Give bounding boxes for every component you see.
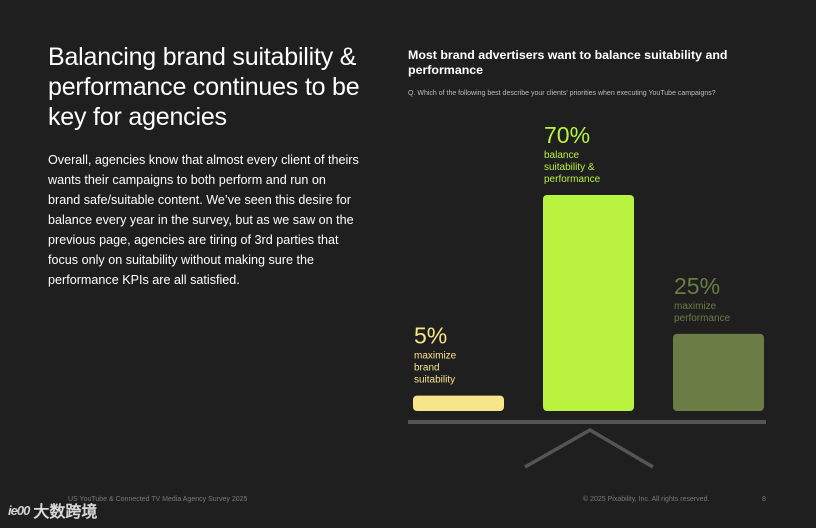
footer-page-number: 8 bbox=[762, 496, 766, 503]
value-label-3: 25% bbox=[674, 273, 720, 299]
category-label-1-line-2: brand bbox=[414, 363, 440, 374]
body-paragraph: Overall, agencies know that almost every… bbox=[48, 153, 359, 287]
watermark-mark: ie00 bbox=[8, 502, 30, 518]
category-label-2-line-2: suitability & bbox=[544, 162, 595, 173]
scale-stand bbox=[524, 428, 654, 469]
category-label-2-line-3: performance bbox=[544, 174, 601, 185]
category-label-3-line-1: maximize bbox=[674, 301, 717, 312]
category-label-3-line-2: performance bbox=[674, 313, 731, 324]
value-label-1: 5% bbox=[414, 323, 447, 349]
category-label-2-line-1: balance bbox=[544, 150, 579, 161]
labels-group: 5%maximizebrandsuitability70%balancesuit… bbox=[414, 122, 731, 386]
footer-survey-name: US YouTube & Connected TV Media Agency S… bbox=[68, 496, 248, 503]
bars-group bbox=[413, 195, 764, 411]
category-label-1-line-3: suitability bbox=[414, 375, 455, 386]
watermark-logo: ie00 大数跨境 bbox=[8, 498, 97, 522]
value-label-2: 70% bbox=[544, 122, 590, 148]
watermark-text: 大数跨境 bbox=[33, 504, 98, 521]
bar-2 bbox=[543, 195, 634, 411]
footer-copyright: © 2025 Pixability, Inc. All rights reser… bbox=[583, 496, 710, 503]
bar-1 bbox=[413, 395, 504, 411]
scale-base bbox=[408, 420, 766, 469]
page-headline: Balancing brand suitability & performanc… bbox=[48, 43, 360, 131]
category-label-1-line-1: maximize bbox=[414, 351, 457, 362]
chart-question: Q. Which of the following best describe … bbox=[408, 90, 716, 97]
chart-title: Most brand advertisers want to balance s… bbox=[408, 48, 728, 77]
scale-beam bbox=[408, 420, 766, 424]
bar-3 bbox=[673, 333, 764, 411]
